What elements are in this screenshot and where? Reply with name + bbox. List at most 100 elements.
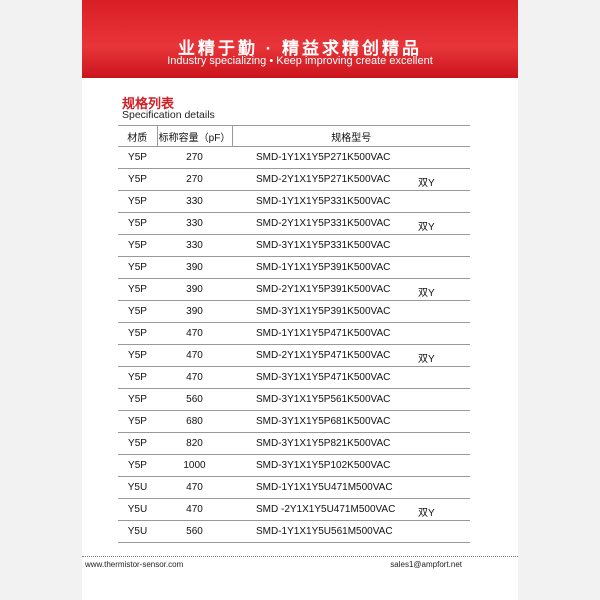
row: Y5P 330 SMD-1Y1X1Y5P331K500VAC [118, 190, 470, 213]
column-header: 材质 [118, 125, 158, 147]
section-subtitle: Specification details [122, 109, 215, 121]
model-number: SMD-2Y1X1Y5P271K500VAC [256, 174, 391, 185]
row: Y5P 1000 SMD-3Y1X1Y5P102K500VAC [118, 454, 470, 477]
capacitance: 330 [157, 190, 232, 213]
row: Y5P 270 SMD-1Y1X1Y5P271K500VAC [118, 146, 470, 169]
model: SMD -2Y1X1Y5U471M500VAC 双Y [232, 498, 470, 521]
material: Y5P [118, 322, 157, 345]
model: SMD-3Y1X1Y5P391K500VAC [232, 300, 470, 323]
row: Y5P 330 SMD-2Y1X1Y5P331K500VAC 双Y [118, 212, 470, 235]
model-number: SMD-1Y1X1Y5P391K500VAC [256, 262, 391, 273]
capacitance: 390 [157, 278, 232, 301]
spec-table: 材质 标称容量（pF） 规格型号 Y5P 270 SMD-1Y1X1Y5P271K5… [118, 125, 470, 543]
material: Y5P [118, 212, 157, 235]
note: 双Y [418, 222, 435, 233]
model-number: SMD-3Y1X1Y5P561K500VAC [256, 394, 391, 405]
note: 双Y [418, 288, 435, 299]
capacitance: 560 [157, 388, 232, 411]
model-number: SMD-1Y1X1Y5U561M500VAC [256, 526, 393, 537]
material: Y5P [118, 234, 157, 257]
material: Y5P [118, 410, 157, 433]
row: Y5P 390 SMD-3Y1X1Y5P391K500VAC [118, 300, 470, 323]
row: Y5P 470 SMD-3Y1X1Y5P471K500VAC [118, 366, 470, 389]
capacitance: 1000 [157, 454, 232, 477]
capacitance: 470 [157, 498, 232, 521]
row: Y5P 470 SMD-1Y1X1Y5P471K500VAC [118, 322, 470, 345]
capacitance: 820 [157, 432, 232, 455]
website: www.thermistor-sensor.com [85, 560, 184, 569]
material: Y5P [118, 454, 157, 477]
row: Y5U 560 SMD-1Y1X1Y5U561M500VAC [118, 520, 470, 543]
model: SMD-3Y1X1Y5P561K500VAC [232, 388, 470, 411]
material: Y5U [118, 520, 157, 543]
model: SMD-2Y1X1Y5P391K500VAC 双Y [232, 278, 470, 301]
capacitance: 330 [157, 234, 232, 257]
material: Y5P [118, 432, 157, 455]
model: SMD-1Y1X1Y5U561M500VAC [232, 520, 470, 543]
row: Y5P 270 SMD-2Y1X1Y5P271K500VAC 双Y [118, 168, 470, 191]
material: Y5P [118, 366, 157, 389]
row: Y5P 680 SMD-3Y1X1Y5P681K500VAC [118, 410, 470, 433]
row: Y5U 470 SMD -2Y1X1Y5U471M500VAC 双Y [118, 498, 470, 521]
model-number: SMD -2Y1X1Y5U471M500VAC [256, 504, 396, 515]
material: Y5P [118, 300, 157, 323]
note: 双Y [418, 508, 435, 519]
material: Y5U [118, 498, 157, 521]
model: SMD-1Y1X1Y5P391K500VAC [232, 256, 470, 279]
model: SMD-1Y1X1Y5P471K500VAC [232, 322, 470, 345]
row: Y5P 330 SMD-3Y1X1Y5P331K500VAC [118, 234, 470, 257]
slogan-en: Industry specializing • Keep improving c… [167, 55, 433, 67]
material: Y5P [118, 146, 157, 169]
row: Y5P 820 SMD-3Y1X1Y5P821K500VAC [118, 432, 470, 455]
model: SMD-3Y1X1Y5P102K500VAC [232, 454, 470, 477]
capacitance: 270 [157, 146, 232, 169]
slogan: 业精于勤 · 精益求精创精品 [177, 39, 423, 58]
row: Y5P 470 SMD-2Y1X1Y5P471K500VAC 双Y [118, 344, 470, 367]
model-number: SMD-2Y1X1Y5P331K500VAC [256, 218, 391, 229]
material: Y5P [118, 278, 157, 301]
model-number: SMD-3Y1X1Y5P471K500VAC [256, 372, 391, 383]
model-number: SMD-1Y1X1Y5P271K500VAC [256, 152, 391, 163]
material: Y5P [118, 344, 157, 367]
row: Y5P 390 SMD-2Y1X1Y5P391K500VAC 双Y [118, 278, 470, 301]
model: SMD-3Y1X1Y5P471K500VAC [232, 366, 470, 389]
email: sales1@ampfort.net [390, 560, 462, 569]
header-row: 材质 标称容量（pF） 规格型号 [118, 125, 470, 147]
capacitance: 330 [157, 212, 232, 235]
model: SMD-2Y1X1Y5P331K500VAC 双Y [232, 212, 470, 235]
model-number: SMD-2Y1X1Y5P471K500VAC [256, 350, 391, 361]
model: SMD-3Y1X1Y5P821K500VAC [232, 432, 470, 455]
model-number: SMD-2Y1X1Y5P391K500VAC [256, 284, 391, 295]
material: Y5P [118, 168, 157, 191]
note: 双Y [418, 354, 435, 365]
material: Y5P [118, 256, 157, 279]
capacitance: 470 [157, 344, 232, 367]
capacitance: 270 [157, 168, 232, 191]
model: SMD-1Y1X1Y5P331K500VAC [232, 190, 470, 213]
model: SMD-1Y1X1Y5P271K500VAC [232, 146, 470, 169]
model-number: SMD-3Y1X1Y5P331K500VAC [256, 240, 391, 251]
row: Y5P 390 SMD-1Y1X1Y5P391K500VAC [118, 256, 470, 279]
capacitance: 390 [157, 300, 232, 323]
material: Y5P [118, 190, 157, 213]
model-number: SMD-1Y1X1Y5P471K500VAC [256, 328, 391, 339]
footer-rule [82, 556, 518, 557]
model-number: SMD-3Y1X1Y5P391K500VAC [256, 306, 391, 317]
capacitance: 470 [157, 366, 232, 389]
banner [82, 0, 518, 78]
model-number: SMD-3Y1X1Y5P102K500VAC [256, 460, 391, 471]
column-header: 规格型号 [232, 125, 470, 147]
material: Y5P [118, 388, 157, 411]
capacitance: 470 [157, 322, 232, 345]
capacitance: 390 [157, 256, 232, 279]
capacitance: 680 [157, 410, 232, 433]
capacitance: 470 [157, 476, 232, 499]
section-title: 规格列表 [122, 96, 175, 111]
model-number: SMD-3Y1X1Y5P821K500VAC [256, 438, 391, 449]
note: 双Y [418, 178, 435, 189]
capacitance: 560 [157, 520, 232, 543]
model: SMD-3Y1X1Y5P331K500VAC [232, 234, 470, 257]
model-number: SMD-1Y1X1Y5P331K500VAC [256, 196, 391, 207]
model: SMD-1Y1X1Y5U471M500VAC [232, 476, 470, 499]
